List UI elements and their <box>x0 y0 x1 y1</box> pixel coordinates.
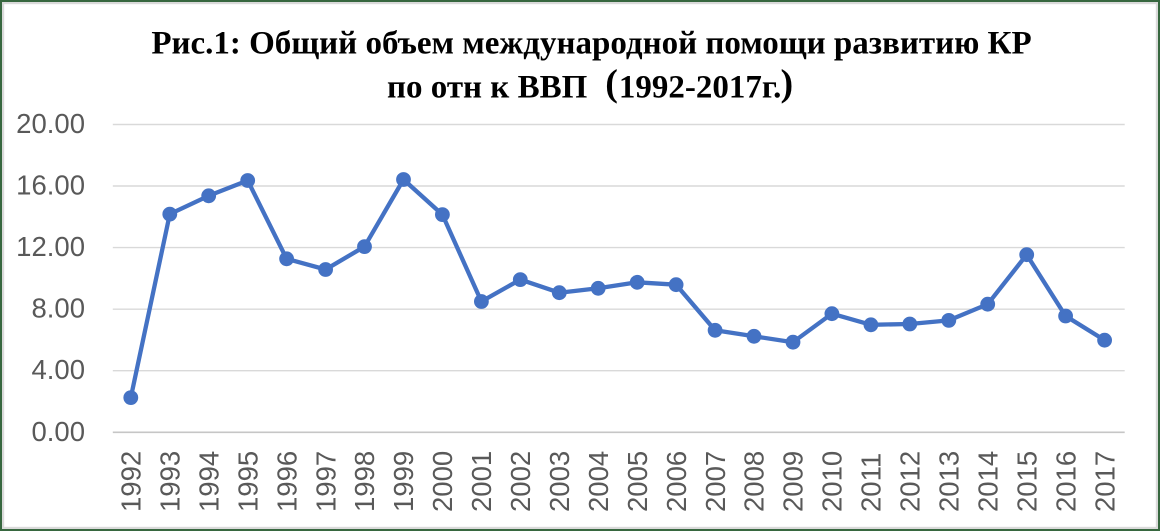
svg-text:4.00: 4.00 <box>31 354 85 385</box>
svg-text:2004: 2004 <box>583 451 614 512</box>
svg-text:2017: 2017 <box>1089 451 1120 512</box>
svg-text:2002: 2002 <box>505 451 536 512</box>
svg-text:2009: 2009 <box>778 451 809 512</box>
svg-text:Рис.1: Общий объем международн: Рис.1: Общий объем международной помощи … <box>151 26 1031 62</box>
svg-text:1998: 1998 <box>349 451 380 512</box>
svg-text:20.00: 20.00 <box>16 108 85 139</box>
svg-text:2007: 2007 <box>700 451 731 512</box>
svg-text:2005: 2005 <box>622 451 653 512</box>
svg-text:2010: 2010 <box>817 451 848 512</box>
svg-text:0.00: 0.00 <box>31 416 85 447</box>
svg-text:2008: 2008 <box>739 451 770 512</box>
svg-text:2014: 2014 <box>972 451 1003 512</box>
svg-text:1997: 1997 <box>310 451 341 512</box>
svg-text:2012: 2012 <box>895 451 926 512</box>
svg-text:2000: 2000 <box>427 451 458 512</box>
svg-text:1995: 1995 <box>232 451 263 512</box>
svg-text:1994: 1994 <box>193 451 224 512</box>
svg-text:12.00: 12.00 <box>16 231 85 262</box>
svg-text:2013: 2013 <box>934 451 965 512</box>
svg-text:1992: 1992 <box>116 451 147 512</box>
svg-text:2006: 2006 <box>661 451 692 512</box>
svg-text:2016: 2016 <box>1050 451 1081 512</box>
svg-text:2015: 2015 <box>1011 451 1042 512</box>
svg-text:2003: 2003 <box>544 451 575 512</box>
svg-text:8.00: 8.00 <box>31 293 85 324</box>
svg-text:2001: 2001 <box>466 451 497 512</box>
svg-text:1993: 1993 <box>155 451 186 512</box>
svg-text:2011: 2011 <box>856 453 887 512</box>
svg-text:1996: 1996 <box>271 451 302 512</box>
svg-text:1999: 1999 <box>388 451 419 512</box>
svg-text:16.00: 16.00 <box>16 170 85 201</box>
